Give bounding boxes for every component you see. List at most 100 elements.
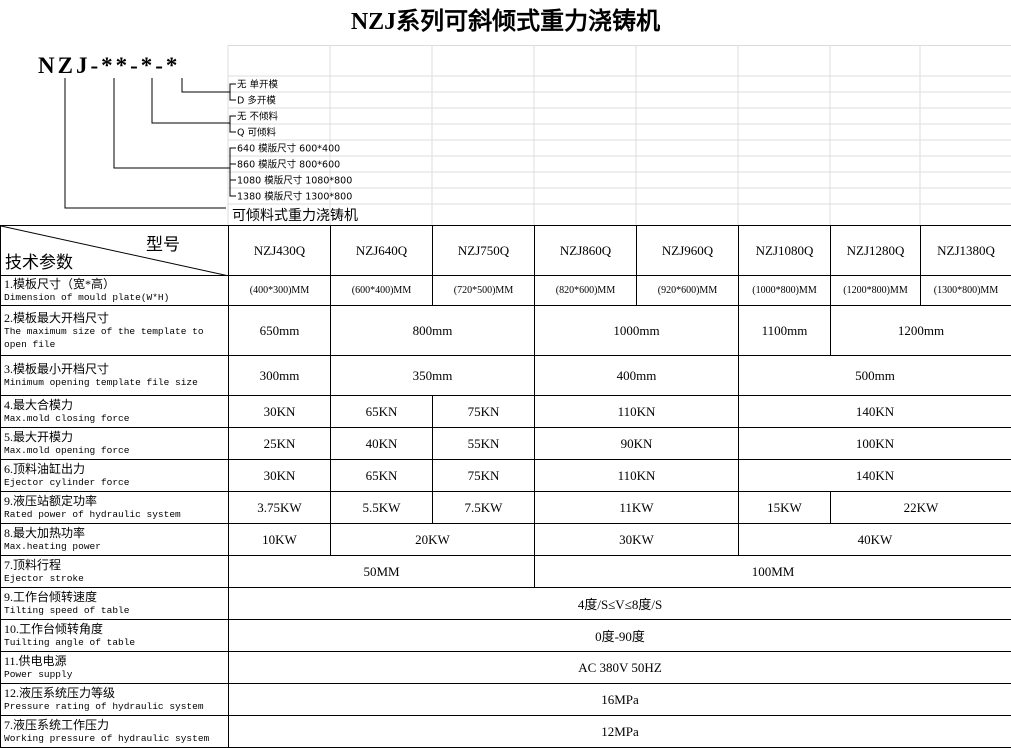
label-en: Dimension of mould plate(W*H) [4, 291, 228, 304]
spec-value: 30KN [229, 396, 331, 428]
label-en: Max.mold closing force [4, 412, 228, 425]
code-option: Q 可倾料 [237, 127, 276, 139]
label-en: Rated power of hydraulic system [4, 508, 228, 521]
spec-value: (1000*800)MM [739, 276, 831, 306]
spec-value: (920*600)MM [637, 276, 739, 306]
label-cn: 1.模板尺寸（宽*高） [4, 277, 228, 291]
label-cn: 6.顶料油缸出力 [4, 462, 228, 476]
spec-value: 110KN [535, 396, 739, 428]
model-name: NZJ430Q [229, 226, 331, 276]
label-en: Pressure rating of hydraulic system [4, 700, 228, 713]
spec-value: 12MPa [229, 716, 1011, 748]
code-option: 无 单开模 [237, 79, 279, 91]
code-option: D 多开模 [237, 95, 276, 107]
spec-value: 100MM [535, 556, 1011, 588]
spec-value: 650mm [229, 306, 331, 356]
label-cn: 5.最大开模力 [4, 430, 228, 444]
spec-value: 1000mm [535, 306, 739, 356]
full-name: 可倾料式重力浇铸机 [232, 208, 358, 224]
code-option: 1380 模版尺寸 1300*800 [237, 191, 352, 203]
spec-value: 140KN [739, 396, 1011, 428]
spec-value: 40KN [331, 428, 433, 460]
spec-value: 300mm [229, 356, 331, 396]
label-en: Tuilting angle of table [4, 636, 228, 649]
connector-lines [65, 78, 236, 208]
label-en: Power supply [4, 668, 228, 681]
label-cn: 10.工作台倾转角度 [4, 622, 228, 636]
label-cn: 8.最大加热功率 [4, 526, 228, 540]
label-cn: 9.工作台倾转速度 [4, 590, 228, 604]
label-cn: 2.模板最大开档尺寸 [4, 311, 228, 325]
spec-value: 500mm [739, 356, 1011, 396]
spec-value: 10KW [229, 524, 331, 556]
spec-value: 800mm [331, 306, 535, 356]
spec-value: 22KW [831, 492, 1011, 524]
spec-value: 40KW [739, 524, 1011, 556]
spec-value: (820*600)MM [535, 276, 637, 306]
title: NZJ系列可斜倾式重力浇铸机 [0, 0, 1011, 45]
spec-value: 140KN [739, 460, 1011, 492]
spec-value: AC 380V 50HZ [229, 652, 1011, 684]
code-option: 640 模版尺寸 600*400 [237, 143, 340, 155]
label-cn: 7.液压系统工作压力 [4, 718, 228, 732]
code-option: 无 不倾料 [237, 111, 279, 123]
corner-bottom: 技术参数 [5, 248, 73, 273]
spec-value: 3.75KW [229, 492, 331, 524]
label-en: Minimum opening template file size [4, 376, 228, 389]
spec-value: 90KN [535, 428, 739, 460]
spec-value: 4度/S≤V≤8度/S [229, 588, 1011, 620]
code-option: 860 模版尺寸 800*600 [237, 159, 340, 171]
spec-value: 7.5KW [433, 492, 535, 524]
model-name: NZJ1280Q [831, 226, 921, 276]
label-cn: 12.液压系统压力等级 [4, 686, 228, 700]
model-code: NZJ-**-*-* [38, 53, 180, 78]
spec-value: 30KW [535, 524, 739, 556]
label-en: The maximum size of the template to open… [4, 325, 228, 351]
spec-value: 11KW [535, 492, 739, 524]
spec-value: 20KW [331, 524, 535, 556]
label-en: Working pressure of hydraulic system [4, 732, 228, 745]
model-name: NZJ960Q [637, 226, 739, 276]
model-name: NZJ1380Q [921, 226, 1011, 276]
label-en: Max.mold opening force [4, 444, 228, 457]
model-name: NZJ1080Q [739, 226, 831, 276]
spec-value: (1200*800)MM [831, 276, 921, 306]
label-cn: 4.最大合模力 [4, 398, 228, 412]
spec-value: 65KN [331, 460, 433, 492]
spec-row: 1.模板尺寸（宽*高）Dimension of mould plate(W*H)… [1, 276, 1011, 306]
code-option: 1080 模版尺寸 1080*800 [237, 175, 352, 187]
spec-value: 75KN [433, 396, 535, 428]
spec-value: 55KN [433, 428, 535, 460]
label-en: Ejector stroke [4, 572, 228, 585]
spec-value: 350mm [331, 356, 535, 396]
spec-value: (1300*800)MM [921, 276, 1011, 306]
spec-value: 25KN [229, 428, 331, 460]
label-cn: 9.液压站额定功率 [4, 494, 228, 508]
model-name: NZJ640Q [331, 226, 433, 276]
label-cn: 7.顶料行程 [4, 558, 228, 572]
spec-value: 75KN [433, 460, 535, 492]
